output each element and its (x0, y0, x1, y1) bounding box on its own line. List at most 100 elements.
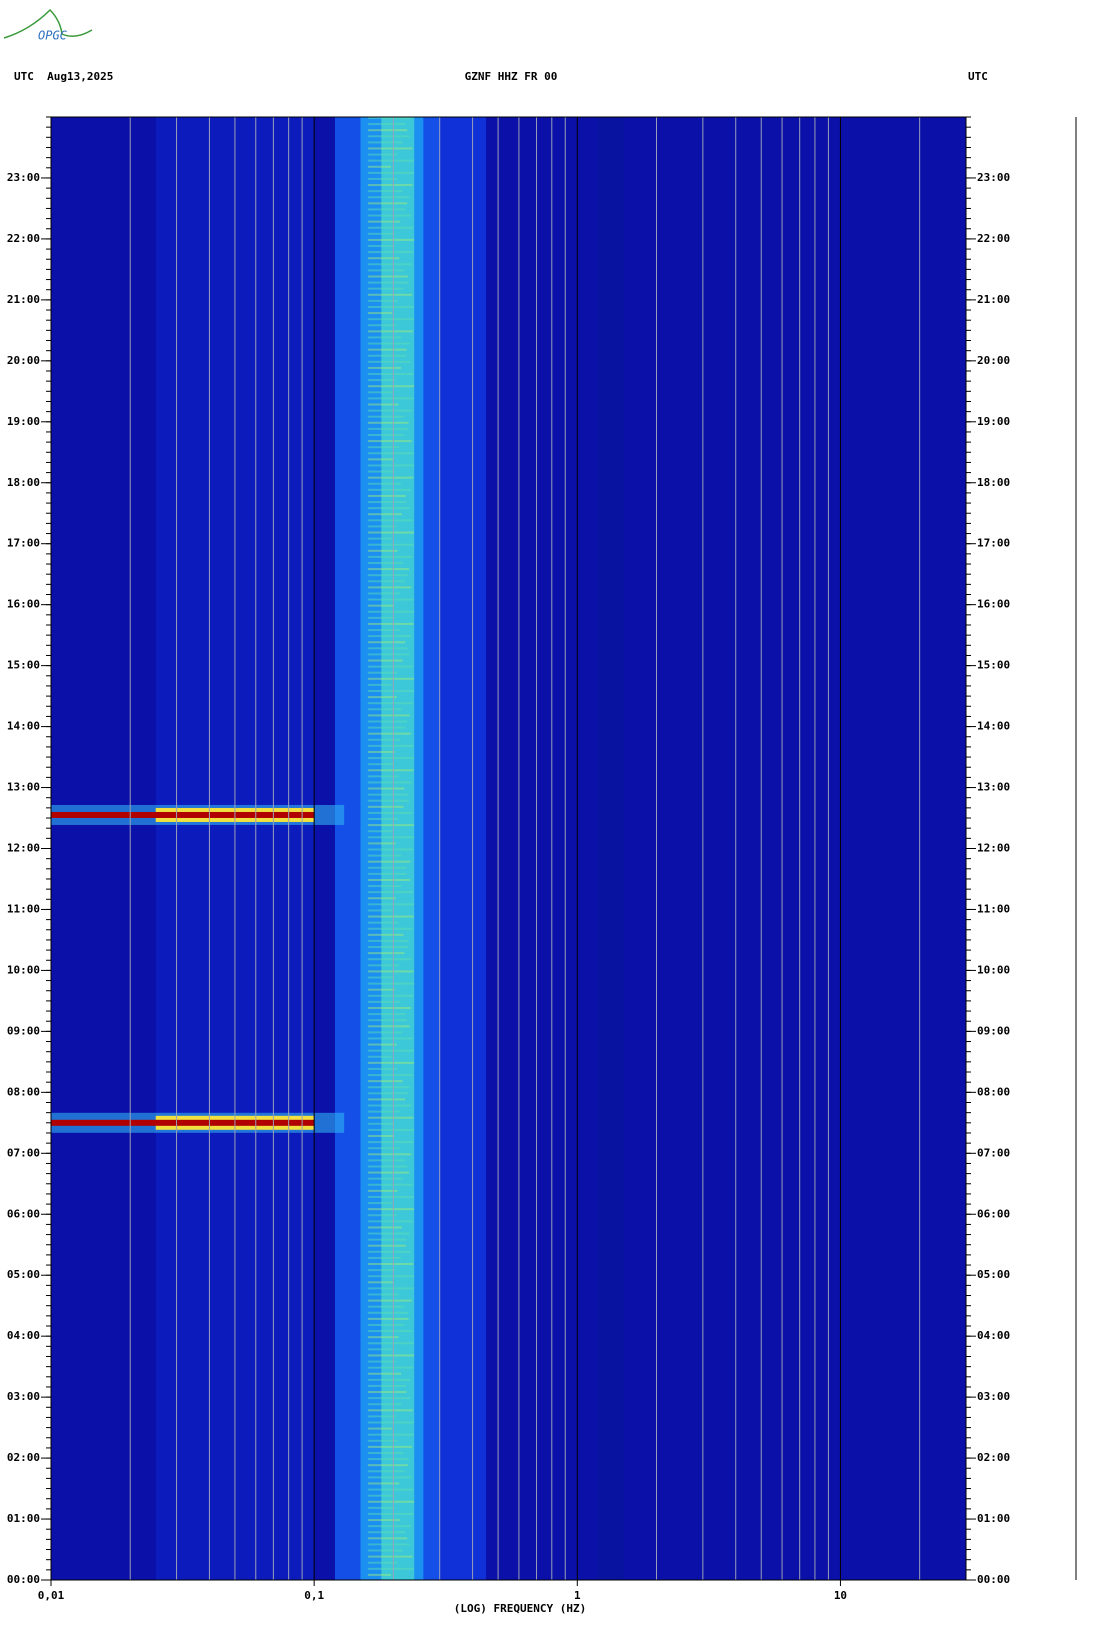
spectral-streak (367, 1250, 411, 1253)
y-tick-label-right: 10:00 (977, 963, 1010, 976)
spectral-streak (367, 738, 401, 741)
spectral-streak (367, 190, 403, 193)
spectral-streak (367, 488, 411, 491)
y-tick-label: 13:00 (7, 781, 40, 794)
y-tick-label: 07:00 (7, 1146, 40, 1159)
spectral-streak (367, 1537, 408, 1540)
spectral-streak (367, 1506, 395, 1509)
spectral-streak (367, 543, 414, 546)
spectral-streak (367, 409, 412, 412)
spectral-streak (367, 391, 393, 394)
spectral-streak (367, 1391, 407, 1394)
y-tick-label-right: 18:00 (977, 476, 1010, 489)
spectral-streak (367, 1519, 401, 1522)
spectral-streak (367, 1403, 402, 1406)
spectral-streak (367, 1067, 398, 1070)
spectral-streak (367, 275, 408, 278)
spectral-streak (367, 1464, 408, 1467)
spectral-streak (367, 1494, 394, 1497)
spectral-streak (367, 1269, 396, 1272)
spectral-streak (367, 946, 409, 949)
spectral-streak (367, 312, 392, 315)
spectral-streak (367, 1397, 411, 1400)
spectral-streak (367, 421, 409, 424)
spectral-streak (367, 1543, 410, 1546)
spectral-streak (367, 263, 412, 266)
y-tick-label: 12:00 (7, 842, 40, 855)
spectral-band (439, 117, 487, 1580)
spectral-streak (367, 1189, 398, 1192)
y-tick-label-right: 01:00 (977, 1512, 1010, 1525)
spectral-streak (367, 397, 414, 400)
spectral-streak (367, 293, 413, 296)
spectral-streak (367, 1183, 413, 1186)
spectral-streak (367, 952, 405, 955)
spectral-streak (367, 976, 394, 979)
spectral-streak (367, 958, 412, 961)
spectral-streak (367, 757, 415, 760)
spectral-streak (367, 891, 413, 894)
spectral-streak (367, 440, 412, 443)
spectral-streak (367, 251, 414, 254)
y-tick-label: 03:00 (7, 1390, 40, 1403)
y-tick-label: 19:00 (7, 415, 40, 428)
spectral-streak (367, 269, 405, 272)
spectral-streak (367, 1000, 401, 1003)
spectral-streak (367, 232, 395, 235)
spectral-streak (367, 1104, 412, 1107)
y-tick-label-right: 14:00 (977, 720, 1010, 733)
spectral-streak (367, 147, 413, 150)
x-tick-label: 0,01 (38, 1589, 65, 1602)
spectral-streak (367, 1263, 414, 1266)
spectral-streak (367, 1323, 404, 1326)
spectral-streak (367, 507, 410, 510)
spectral-streak (367, 470, 396, 473)
spectral-streak (367, 159, 415, 162)
spectral-streak (367, 299, 398, 302)
spectral-streak (367, 1031, 403, 1034)
chart-title: GZNF HHZ FR 00 (465, 70, 558, 83)
spectral-streak (367, 373, 414, 376)
spectral-streak (367, 1427, 392, 1430)
spectral-streak (367, 281, 409, 284)
y-tick-label-right: 03:00 (977, 1390, 1010, 1403)
spectral-streak (367, 610, 415, 613)
spectral-streak (367, 659, 403, 662)
spectral-streak (367, 561, 404, 564)
y-tick-label: 08:00 (7, 1085, 40, 1098)
spectral-streak (367, 604, 394, 607)
spectral-streak (367, 1342, 414, 1345)
spectral-streak (367, 1360, 396, 1363)
spectral-streak (367, 903, 415, 906)
spectral-streak (367, 1476, 412, 1479)
spectral-streak (367, 1439, 398, 1442)
spectral-streak (367, 1220, 413, 1223)
spectral-streak (367, 1019, 408, 1022)
spectral-streak (367, 1384, 407, 1387)
spectral-streak (367, 153, 397, 156)
y-tick-label: 02:00 (7, 1451, 40, 1464)
spectral-streak (367, 1500, 415, 1503)
y-tick-label-right: 16:00 (977, 598, 1010, 611)
spectral-streak (367, 1122, 395, 1125)
logo-swoosh (3, 8, 93, 39)
y-tick-label: 16:00 (7, 598, 40, 611)
spectral-streak (367, 1275, 415, 1278)
y-tick-label-right: 07:00 (977, 1146, 1010, 1159)
spectral-streak (367, 708, 403, 711)
spectral-streak (367, 1208, 415, 1211)
spectral-streak (367, 427, 409, 430)
spectral-streak (367, 1525, 411, 1528)
spectral-streak (367, 1409, 413, 1412)
y-tick-label-right: 15:00 (977, 659, 1010, 672)
right-label: UTC (968, 70, 988, 83)
spectral-streak (367, 726, 406, 729)
spectral-streak (367, 1555, 413, 1558)
spectral-streak (367, 360, 411, 363)
spectral-streak (367, 1549, 403, 1552)
spectral-streak (367, 854, 402, 857)
spectral-streak (367, 1226, 402, 1229)
spectral-streak (367, 458, 393, 461)
spectral-streak (367, 1256, 401, 1259)
spectral-streak (367, 1244, 406, 1247)
